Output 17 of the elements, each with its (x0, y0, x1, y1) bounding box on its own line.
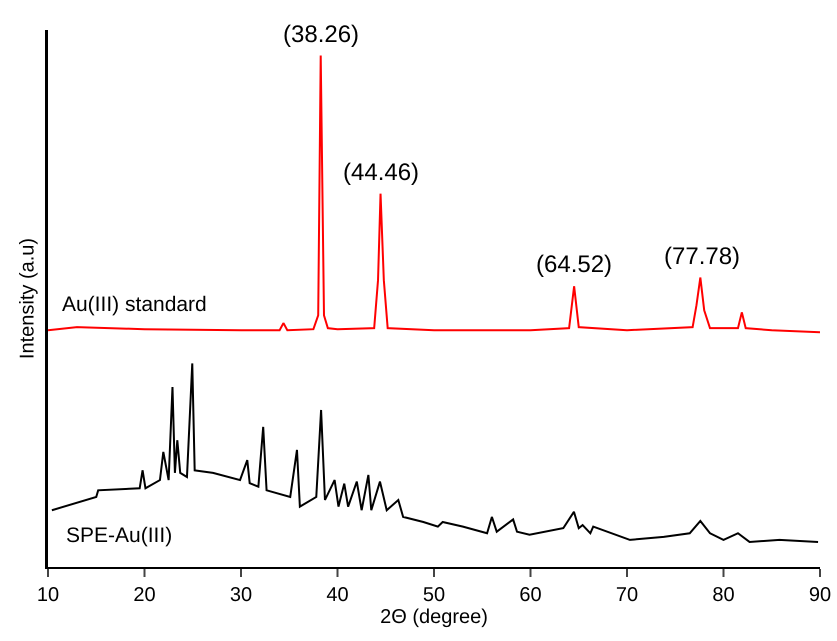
y-axis-title: Intensity (a.u) (16, 238, 38, 360)
x-tick-label: 60 (519, 584, 542, 606)
x-tick-label: 20 (133, 584, 156, 606)
annotation: (64.52) (536, 251, 612, 278)
annotation: (38.26) (283, 21, 360, 48)
x-tick-label: 30 (230, 584, 252, 606)
x-axis-title: 2Θ (degree) (380, 606, 488, 628)
annotation: (44.46) (343, 159, 420, 186)
x-tick-label: 10 (36, 584, 60, 606)
x-tick-label: 90 (808, 584, 832, 606)
series-label: Au(III) standard (62, 293, 207, 316)
x-tick-label: 40 (326, 584, 349, 606)
series-label: SPE-Au(III) (66, 524, 172, 547)
annotation: (77.78) (664, 243, 740, 270)
x-tick-label: 50 (422, 584, 446, 606)
x-tick-label: 70 (616, 584, 638, 606)
x-tick-label: 80 (712, 584, 735, 606)
